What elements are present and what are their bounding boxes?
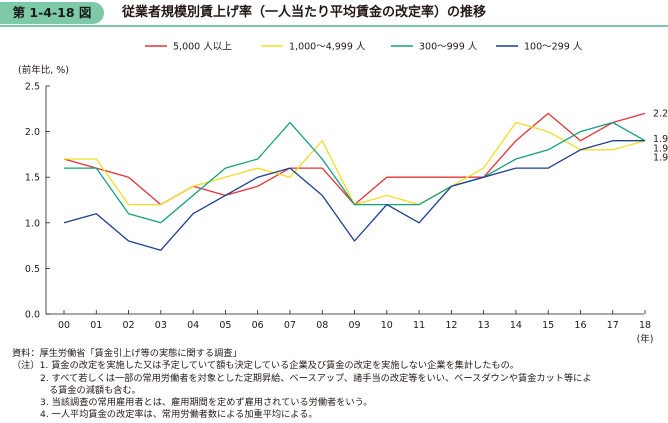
- source-text: 厚生労働省「賃金引上げ等の実態に関する調査」: [39, 348, 242, 359]
- x-tick-label-9: 09: [348, 320, 360, 331]
- x-tick-label-3: 03: [155, 320, 167, 331]
- source-label: 資料：: [12, 348, 40, 359]
- x-axis-label: (年): [637, 333, 654, 345]
- x-tick-label-13: 13: [478, 320, 490, 331]
- note-2: 2. すべて若しくは一部の常用労働者を対象とした定期昇給、ベースアップ、諸手当の…: [12, 373, 664, 385]
- y-tick-label-1: 0.5: [25, 264, 40, 275]
- figure-title: 従業者規模別賃上げ率（一人当たり平均賃金の改定率）の推移: [122, 5, 487, 20]
- y-tick-label-4: 2.0: [25, 127, 40, 138]
- figure-header: 第 1-4-18 図 従業者規模別賃上げ率（一人当たり平均賃金の改定率）の推移: [0, 0, 668, 27]
- line-chart: 5,000 人以上 1,000～4,999 人 300～999 人 100～299 人…: [18, 42, 668, 346]
- end-label-2: 1.9: [653, 143, 668, 154]
- note-2-continued: る賃金の減額も含む。: [12, 385, 664, 397]
- x-tick-label-7: 07: [284, 320, 296, 331]
- y-tick-label-3: 1.5: [25, 173, 40, 184]
- chart-legend: 5,000 人以上 1,000～4,999 人 300～999 人 100～299 人: [145, 42, 583, 53]
- legend-label-2: 300～999 人: [419, 42, 478, 53]
- title-underline: [0, 25, 668, 27]
- note-label: （注）: [12, 360, 40, 372]
- figure-number-badge: 第 1-4-18 図: [0, 2, 104, 24]
- x-tick-label-1: 01: [90, 320, 102, 331]
- note-item-4: 4. 一人平均賃金の改定率は、常用労働者数による加重平均による。: [40, 409, 318, 421]
- y-axis-label: (前年比, %): [18, 64, 69, 76]
- series-line-0: [63, 112, 646, 206]
- x-tick-label-10: 10: [381, 320, 393, 331]
- chart-axes: 0.0 0.5 1.0 1.5 2.0 2.5 00 01 02 03 04 05 06 07 08 09 10…: [25, 82, 654, 346]
- series-line-1: [64, 121, 646, 206]
- end-label-3: 1.9: [653, 152, 668, 163]
- figure-notes: 資料：厚生労働省「賃金引上げ等の実態に関する調査」 （注）1. 賃金の改定を実施…: [12, 348, 664, 422]
- end-value-labels: 2.21.91.91.9: [653, 108, 668, 163]
- x-tick-label-5: 05: [219, 320, 231, 331]
- chart-series: [63, 112, 646, 251]
- note-1: （注）1. 賃金の改定を実施した又は予定していて額も決定している企業及び賃金の改…: [12, 360, 664, 372]
- y-tick-label-5: 2.5: [25, 82, 40, 93]
- x-tick-label-2: 02: [123, 320, 135, 331]
- x-tick-label-0: 00: [58, 320, 70, 331]
- x-tick-label-16: 16: [574, 320, 586, 331]
- x-tick-label-6: 06: [252, 320, 264, 331]
- series-line-3: [63, 140, 645, 251]
- note-item-2: 2. すべて若しくは一部の常用労働者を対象とした定期昇給、ベースアップ、諸手当の…: [40, 372, 592, 384]
- x-tick-label-8: 08: [316, 320, 328, 331]
- legend-label-3: 100～299 人: [524, 42, 583, 53]
- series-line-2: [64, 121, 646, 224]
- note-item-2-cont: る賃金の減額も含む。: [49, 384, 141, 396]
- end-label-1: 1.9: [653, 134, 668, 145]
- x-tick-label-15: 15: [542, 320, 554, 331]
- note-item-3: 3. 当該調査の常用雇用者とは、雇用期間を定めず雇用されている労働者をいう。: [40, 397, 373, 409]
- y-tick-label-0: 0.0: [25, 310, 40, 321]
- legend-label-1: 1,000～4,999 人: [289, 42, 366, 53]
- y-tick-label-2: 1.0: [25, 218, 40, 229]
- x-tick-label-4: 04: [187, 320, 199, 331]
- note-3: 3. 当該調査の常用雇用者とは、雇用期間を定めず雇用されている労働者をいう。: [12, 397, 664, 409]
- x-tick-label-18: 18: [639, 320, 651, 331]
- x-tick-label-12: 12: [445, 320, 457, 331]
- x-tick-label-14: 14: [510, 320, 522, 331]
- legend-label-0: 5,000 人以上: [173, 42, 232, 53]
- x-tick-label-11: 11: [413, 320, 425, 331]
- source-line: 資料：厚生労働省「賃金引上げ等の実態に関する調査」: [12, 348, 664, 360]
- x-tick-label-17: 17: [607, 320, 619, 331]
- end-label-0: 2.2: [653, 108, 668, 119]
- note-item-1: 1. 賃金の改定を実施した又は予定していて額も決定している企業及び賃金の改定を実…: [39, 360, 519, 372]
- note-4: 4. 一人平均賃金の改定率は、常用労働者数による加重平均による。: [12, 409, 664, 421]
